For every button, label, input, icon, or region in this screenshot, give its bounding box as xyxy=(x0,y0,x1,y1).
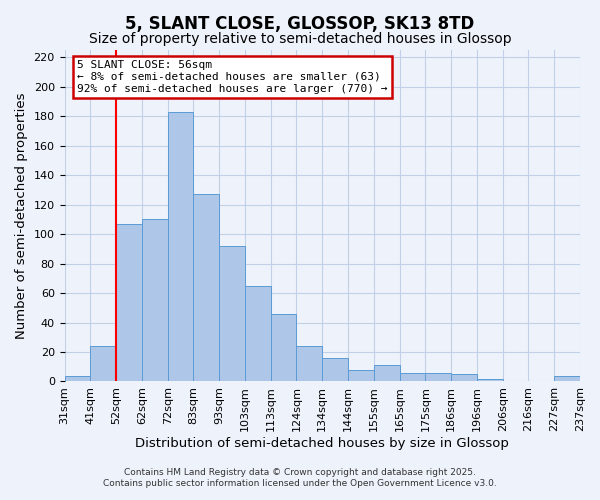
Bar xyxy=(425,372,451,382)
Text: Contains HM Land Registry data © Crown copyright and database right 2025.
Contai: Contains HM Land Registry data © Crown c… xyxy=(103,468,497,487)
Bar xyxy=(116,224,142,382)
Bar xyxy=(219,246,245,382)
Bar xyxy=(477,378,503,382)
Bar xyxy=(322,358,348,382)
Bar xyxy=(296,346,322,382)
Bar xyxy=(451,374,477,382)
Bar xyxy=(65,376,91,382)
Y-axis label: Number of semi-detached properties: Number of semi-detached properties xyxy=(15,92,28,339)
Text: 5 SLANT CLOSE: 56sqm
← 8% of semi-detached houses are smaller (63)
92% of semi-d: 5 SLANT CLOSE: 56sqm ← 8% of semi-detach… xyxy=(77,60,388,94)
Bar xyxy=(91,346,116,382)
Bar xyxy=(554,376,580,382)
Text: 5, SLANT CLOSE, GLOSSOP, SK13 8TD: 5, SLANT CLOSE, GLOSSOP, SK13 8TD xyxy=(125,15,475,33)
Bar xyxy=(193,194,219,382)
Bar xyxy=(142,220,167,382)
X-axis label: Distribution of semi-detached houses by size in Glossop: Distribution of semi-detached houses by … xyxy=(136,437,509,450)
Bar xyxy=(167,112,193,382)
Bar xyxy=(348,370,374,382)
Bar xyxy=(245,286,271,382)
Bar xyxy=(271,314,296,382)
Bar xyxy=(374,366,400,382)
Text: Size of property relative to semi-detached houses in Glossop: Size of property relative to semi-detach… xyxy=(89,32,511,46)
Bar xyxy=(400,372,425,382)
